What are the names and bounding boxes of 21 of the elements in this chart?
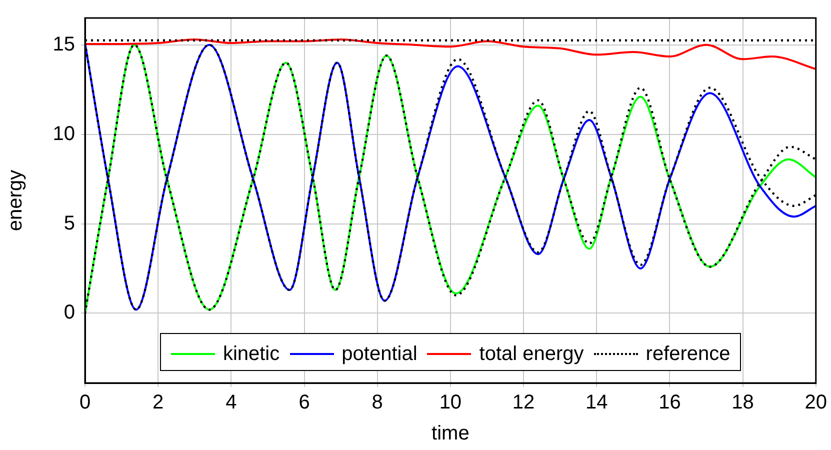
y-tick-label: 10 <box>52 122 75 145</box>
x-tick-label: 10 <box>439 392 462 414</box>
x-tick-label: 6 <box>298 392 310 414</box>
x-tick-label: 0 <box>79 392 91 414</box>
legend-label: potential <box>342 342 418 366</box>
x-tick-label: 18 <box>732 392 754 414</box>
y-tick-label: 0 <box>64 302 75 324</box>
y-tick-label: 15 <box>52 33 75 56</box>
x-axis-title: time <box>432 422 470 445</box>
x-tick-label: 2 <box>152 392 164 414</box>
x-tick-label: 12 <box>512 392 535 414</box>
x-tick-label: 16 <box>658 392 681 414</box>
legend-label: kinetic <box>222 342 280 366</box>
legend-label: total energy <box>479 342 584 366</box>
x-tick-label: 8 <box>372 392 383 414</box>
y-tick-label: 5 <box>64 212 75 234</box>
legend-label: reference <box>646 342 730 366</box>
x-tick-label: 4 <box>226 392 237 414</box>
y-axis-title: energy <box>4 170 27 232</box>
x-tick-label: 20 <box>804 392 827 414</box>
x-tick-label: 14 <box>585 392 608 414</box>
